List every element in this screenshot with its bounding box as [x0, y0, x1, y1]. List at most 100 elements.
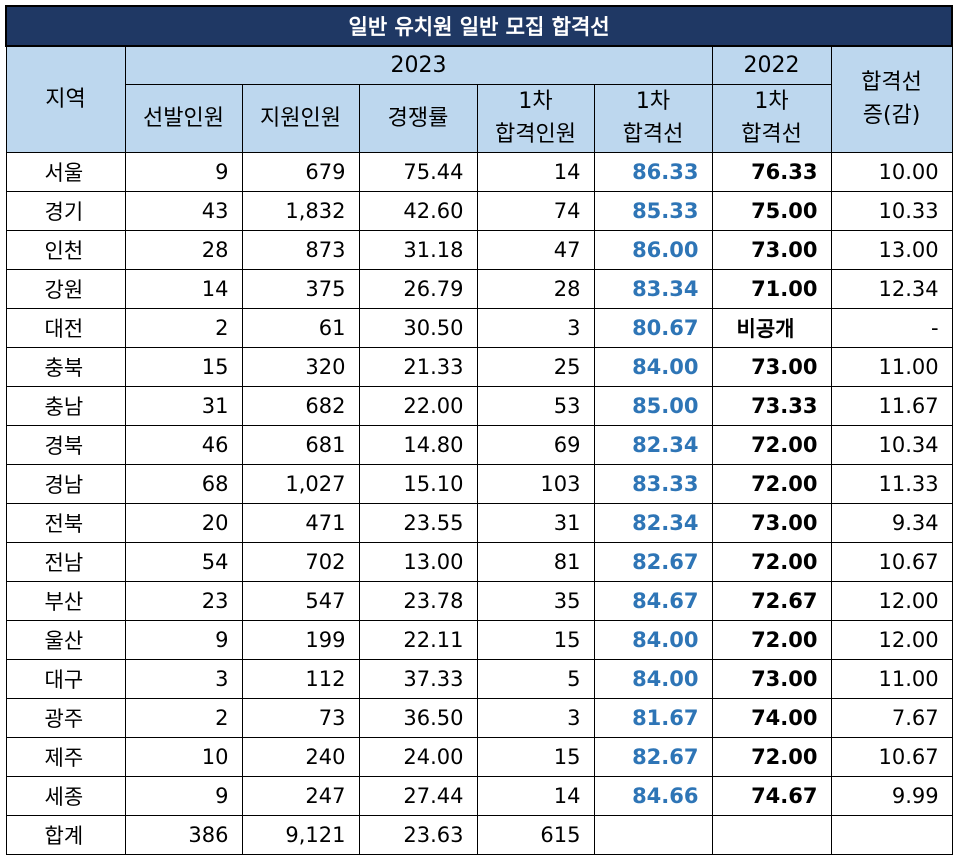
cell-competition: 13.00 — [358, 541, 478, 582]
cell-passers: 15 — [476, 619, 595, 660]
header-pass-count: 1차 합격인원 — [476, 83, 595, 153]
admission-cutoff-table: 일반 유치원 일반 모집 합격선 지역 2023 2022 합격선 증(감) 선… — [4, 5, 954, 855]
cell-applicants: 471 — [241, 502, 360, 543]
cell-cutoff-2023: 82.34 — [593, 424, 713, 465]
cell-competition: 26.79 — [358, 268, 478, 309]
table-row: 경남 68 1,027 15.10 103 83.33 72.00 11.33 — [5, 463, 953, 504]
header-cutoff-2023-line2: 합격선 — [622, 122, 684, 147]
cell-competition: 23.78 — [358, 580, 478, 621]
cell-competition: 24.00 — [358, 736, 478, 777]
cell-selected: 23 — [124, 580, 243, 621]
cell-cutoff-2023: 83.34 — [593, 268, 713, 309]
cell-applicants: 682 — [241, 385, 360, 426]
cell-cutoff-2022: 73.00 — [711, 229, 832, 270]
cell-passers: 615 — [476, 814, 595, 855]
cell-passers: 53 — [476, 385, 595, 426]
cell-applicants: 547 — [241, 580, 360, 621]
header-change-line2: 증(감) — [862, 103, 921, 129]
table-row: 광주 2 73 36.50 3 81.67 74.00 7.67 — [5, 697, 953, 738]
cell-region: 경남 — [5, 463, 126, 504]
cell-applicants: 247 — [241, 775, 360, 816]
cell-cutoff-change: 11.00 — [830, 658, 953, 699]
header-region: 지역 — [5, 45, 126, 153]
cell-region: 울산 — [5, 619, 126, 660]
cell-selected: 10 — [124, 736, 243, 777]
cell-competition: 42.60 — [358, 190, 478, 231]
header-cutoff-2023: 1차 합격선 — [593, 83, 713, 153]
cell-cutoff-change: 10.34 — [830, 424, 953, 465]
cell-cutoff-2023: 83.33 — [593, 463, 713, 504]
cell-passers: 25 — [476, 346, 595, 387]
cell-region: 충남 — [5, 385, 126, 426]
cell-region: 서울 — [5, 151, 126, 192]
cell-competition: 36.50 — [358, 697, 478, 738]
cell-selected: 46 — [124, 424, 243, 465]
cell-cutoff-change: - — [830, 307, 953, 348]
cell-selected: 9 — [124, 151, 243, 192]
cell-selected: 9 — [124, 619, 243, 660]
cell-region: 대구 — [5, 658, 126, 699]
header-change-line1: 합격선 — [861, 70, 922, 96]
cell-region: 부산 — [5, 580, 126, 621]
cell-region: 강원 — [5, 268, 126, 309]
header-cutoff-2023-line1: 1차 — [635, 89, 671, 114]
table-row: 전남 54 702 13.00 81 82.67 72.00 10.67 — [5, 541, 953, 582]
cell-selected: 31 — [124, 385, 243, 426]
cell-cutoff-change: 12.00 — [830, 580, 953, 621]
cell-cutoff-2022: 72.00 — [711, 463, 832, 504]
cell-applicants: 679 — [241, 151, 360, 192]
header-pass-count-line1: 1차 — [518, 89, 553, 114]
header-cutoff-2022-line1: 1차 — [754, 89, 789, 114]
table-row: 충북 15 320 21.33 25 84.00 73.00 11.00 — [5, 346, 953, 387]
cell-applicants: 61 — [241, 307, 360, 348]
cell-region: 인천 — [5, 229, 126, 270]
cell-cutoff-change: 12.34 — [830, 268, 953, 309]
cell-cutoff-2022: 73.00 — [711, 346, 832, 387]
cell-cutoff-change: 10.67 — [830, 541, 953, 582]
cell-cutoff-2022: 75.00 — [711, 190, 832, 231]
cell-cutoff-change: 7.67 — [830, 697, 953, 738]
cell-cutoff-2022: 73.33 — [711, 385, 832, 426]
cell-cutoff-2023 — [593, 814, 713, 855]
cell-competition: 21.33 — [358, 346, 478, 387]
cell-selected: 20 — [124, 502, 243, 543]
cell-cutoff-2023: 86.00 — [593, 229, 713, 270]
cell-selected: 386 — [124, 814, 243, 855]
cell-passers: 103 — [476, 463, 595, 504]
table-row: 제주 10 240 24.00 15 82.67 72.00 10.67 — [5, 736, 953, 777]
cell-cutoff-2022: 비공개 — [711, 307, 832, 348]
cell-competition: 14.80 — [358, 424, 478, 465]
cell-passers: 3 — [476, 307, 595, 348]
cell-competition: 37.33 — [358, 658, 478, 699]
cell-applicants: 320 — [241, 346, 360, 387]
cell-passers: 47 — [476, 229, 595, 270]
cell-competition: 31.18 — [358, 229, 478, 270]
cell-cutoff-2023: 82.67 — [593, 541, 713, 582]
cell-cutoff-2023: 84.00 — [593, 658, 713, 699]
cell-competition: 30.50 — [358, 307, 478, 348]
table-row: 경북 46 681 14.80 69 82.34 72.00 10.34 — [5, 424, 953, 465]
table-body: 서울 9 679 75.44 14 86.33 76.33 10.00 경기 43 1,832 42.… — [5, 151, 953, 855]
cell-region: 합계 — [5, 814, 126, 855]
cell-competition: 75.44 — [358, 151, 478, 192]
cell-passers: 31 — [476, 502, 595, 543]
table-row: 충남 31 682 22.00 53 85.00 73.33 11.67 — [5, 385, 953, 426]
cell-region: 세종 — [5, 775, 126, 816]
cell-selected: 43 — [124, 190, 243, 231]
header-selected: 선발인원 — [124, 83, 243, 153]
cell-competition: 23.63 — [358, 814, 478, 855]
cell-applicants: 873 — [241, 229, 360, 270]
cell-competition: 22.00 — [358, 385, 478, 426]
cell-region: 제주 — [5, 736, 126, 777]
cell-cutoff-change: 11.67 — [830, 385, 953, 426]
cell-cutoff-2023: 80.67 — [593, 307, 713, 348]
cell-applicants: 240 — [241, 736, 360, 777]
table-row: 인천 28 873 31.18 47 86.00 73.00 13.00 — [5, 229, 953, 270]
cell-region: 경기 — [5, 190, 126, 231]
cell-selected: 68 — [124, 463, 243, 504]
cell-region: 전북 — [5, 502, 126, 543]
cell-selected: 3 — [124, 658, 243, 699]
cell-cutoff-2022: 74.67 — [711, 775, 832, 816]
table-row: 전북 20 471 23.55 31 82.34 73.00 9.34 — [5, 502, 953, 543]
cell-competition: 27.44 — [358, 775, 478, 816]
